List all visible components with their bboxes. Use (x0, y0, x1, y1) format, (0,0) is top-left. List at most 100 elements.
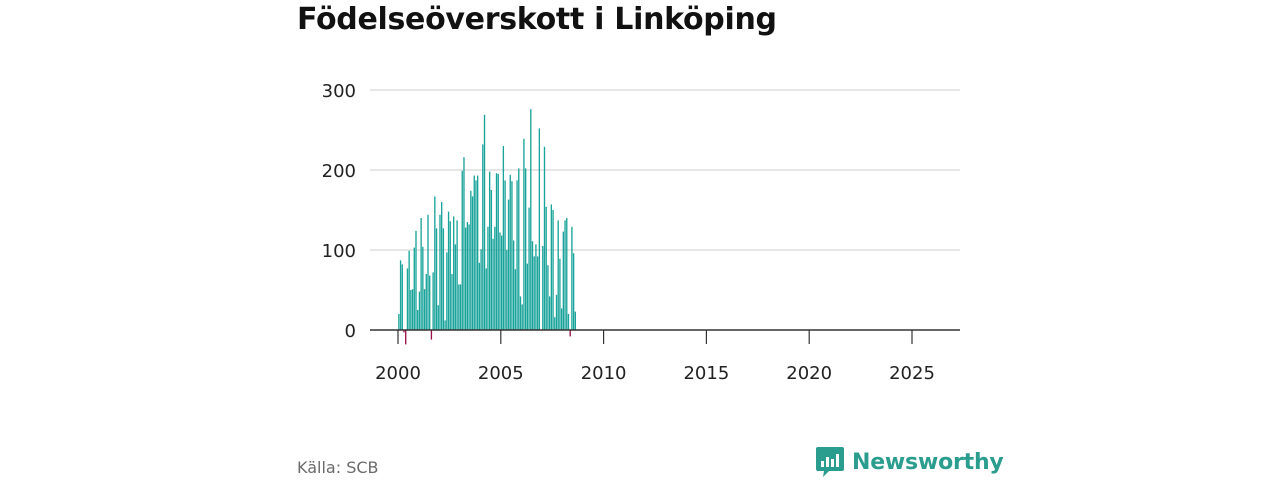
brand-logo[interactable]: Newsworthy (815, 446, 1004, 478)
bar (483, 114, 486, 330)
bar (564, 220, 566, 330)
bar (475, 180, 477, 330)
x-tick-label: 2015 (683, 363, 729, 384)
bar (437, 305, 439, 330)
bar (545, 206, 547, 330)
bar (442, 228, 445, 330)
bar (478, 262, 481, 330)
bar (417, 310, 419, 330)
bar (506, 250, 508, 330)
newsworthy-logo-icon (816, 447, 844, 477)
bar (512, 240, 515, 330)
bar (458, 284, 460, 330)
bar (504, 180, 506, 330)
bar (453, 216, 455, 330)
bar (542, 246, 544, 330)
bar (572, 253, 575, 330)
bar (536, 256, 539, 330)
y-tick-label: 300 (322, 81, 356, 102)
bar (548, 296, 551, 330)
bar (509, 174, 511, 330)
bar (473, 175, 475, 330)
bar (420, 218, 422, 330)
bar (480, 249, 482, 330)
x-tick-label: 2005 (478, 363, 524, 384)
bar (530, 109, 532, 330)
bar (401, 264, 403, 330)
bar (398, 314, 400, 330)
bar (471, 196, 474, 330)
bar (489, 171, 491, 330)
bar (492, 238, 494, 330)
bar (466, 222, 469, 330)
bar (485, 268, 487, 330)
y-tick-label: 100 (322, 241, 356, 262)
bar-chart: 300 200 100 0 2000 2005 2010 2015 2020 2025 (322, 81, 960, 384)
bar (543, 146, 546, 330)
bar (441, 202, 443, 330)
bar (406, 268, 409, 330)
bar (425, 274, 427, 330)
x-tick-label: 2025 (889, 363, 935, 384)
bar (559, 258, 561, 330)
bar (403, 330, 405, 333)
bar (487, 226, 489, 330)
bar (562, 231, 565, 330)
bar (535, 244, 537, 330)
bar (434, 196, 436, 330)
bar (411, 289, 414, 330)
bar (566, 218, 568, 330)
bar (490, 190, 493, 330)
bar (555, 294, 558, 330)
bar (423, 289, 426, 330)
bar (574, 311, 576, 330)
bar (533, 256, 535, 330)
bar (502, 146, 505, 330)
bar (465, 227, 467, 330)
bar (494, 226, 496, 330)
bar (468, 224, 470, 330)
bar (415, 230, 417, 330)
brand-name: Newsworthy (852, 449, 1004, 475)
bar (429, 275, 431, 330)
x-tick-label: 2020 (786, 363, 832, 384)
bar (511, 181, 513, 330)
bar (446, 252, 448, 330)
bar (567, 314, 570, 330)
source-note: Källa: SCB (297, 458, 379, 477)
x-tick-label: 2010 (581, 363, 627, 384)
bar (507, 199, 510, 330)
bar (427, 214, 429, 330)
y-tick-label: 0 (345, 321, 356, 342)
bar (550, 204, 553, 330)
bar (560, 308, 563, 330)
bar (499, 232, 501, 330)
bar (413, 247, 415, 330)
bar (418, 291, 421, 330)
bar (430, 330, 433, 340)
bar (518, 168, 520, 330)
bar (514, 269, 517, 330)
bar (454, 244, 457, 330)
bar (482, 144, 484, 330)
bar (470, 190, 472, 330)
bar (569, 330, 571, 337)
bar (451, 274, 453, 330)
bar (410, 290, 412, 330)
bar (528, 207, 530, 330)
bar (500, 235, 503, 330)
bar (547, 265, 549, 330)
bar (405, 330, 407, 345)
bar (422, 246, 424, 330)
bar (521, 304, 523, 330)
y-tick-label: 200 (322, 161, 356, 182)
bar (447, 211, 450, 330)
bar (459, 284, 462, 330)
bar (497, 174, 499, 330)
bar (461, 170, 463, 330)
bar (408, 250, 410, 330)
bar (554, 317, 556, 330)
bar (435, 228, 438, 330)
bar (519, 296, 522, 330)
bar (449, 221, 451, 330)
